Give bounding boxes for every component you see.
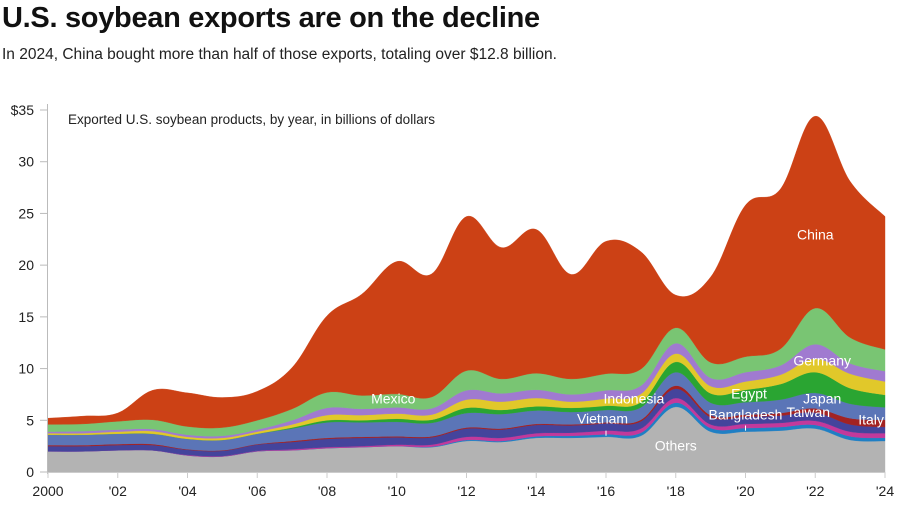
series-label-japan: Japan (803, 391, 841, 407)
series-label-taiwan: Taiwan (786, 404, 830, 420)
y-tick-label: 15 (18, 309, 34, 325)
y-axis-ticks: 0 5 10 15 20 25 30 $35 (11, 102, 47, 480)
x-axis-ticks: 2000 '02 '04 '06 '08 '10 '12 '14 '16 '18 '20 '22 '24 (32, 472, 894, 499)
chart-title: U.S. soybean exports are on the decline (2, 2, 540, 34)
series-labels: China Mexico Germany Indonesia Egypt Japan Vie… (371, 226, 884, 453)
y-tick-label: 20 (18, 257, 34, 273)
y-tick-label: 25 (18, 205, 34, 221)
y-tick-label: 30 (18, 154, 34, 170)
area-layers (47, 116, 886, 473)
chart-subtitle: In 2024, China bought more than half of … (2, 46, 557, 63)
series-label-china: China (797, 226, 834, 242)
x-tick-label: 2000 (32, 483, 63, 499)
series-label-indonesia: Indonesia (604, 391, 665, 407)
x-tick-label: '08 (318, 483, 336, 499)
x-tick-label: '24 (876, 483, 894, 499)
series-label-italy: Italy (858, 411, 884, 427)
series-label-bangladesh: Bangladesh (709, 406, 783, 422)
chart-annotation: Exported U.S. soybean products, by year,… (68, 112, 435, 127)
y-tick-label: 5 (26, 412, 34, 428)
x-tick-label: '18 (667, 483, 685, 499)
x-tick-label: '22 (806, 483, 824, 499)
x-tick-label: '06 (248, 483, 266, 499)
y-tick-label: $35 (11, 102, 35, 118)
series-label-germany: Germany (793, 352, 851, 368)
series-label-others: Others (655, 437, 697, 453)
x-tick-label: '02 (109, 483, 127, 499)
series-label-egypt: Egypt (731, 386, 767, 402)
series-label-mexico: Mexico (371, 391, 416, 407)
y-tick-label: 10 (18, 361, 34, 377)
x-tick-label: '12 (457, 483, 475, 499)
series-label-vietnam: Vietnam (577, 410, 628, 426)
x-tick-label: '14 (527, 483, 545, 499)
y-tick-label: 0 (26, 464, 34, 480)
x-tick-label: '04 (178, 483, 196, 499)
area-china (47, 116, 886, 429)
x-tick-label: '20 (736, 483, 754, 499)
x-tick-label: '16 (597, 483, 615, 499)
x-tick-label: '10 (388, 483, 406, 499)
